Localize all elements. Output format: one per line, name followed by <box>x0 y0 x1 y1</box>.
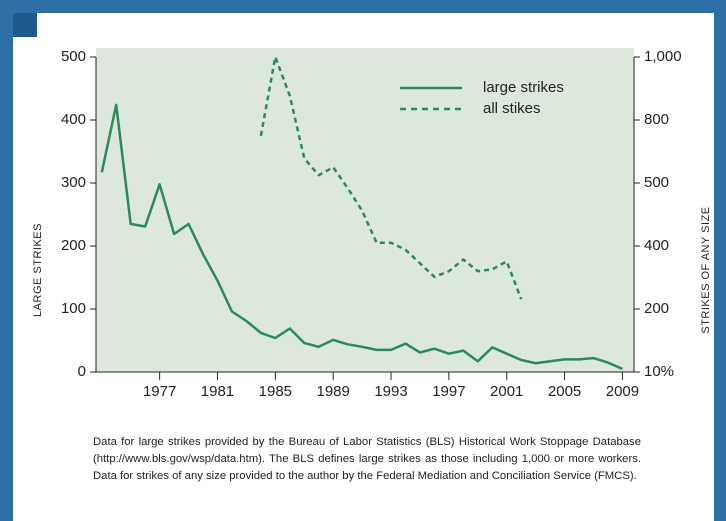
y-axis-label: LARGE STRIKES <box>32 223 44 317</box>
x-tick-label: 1985 <box>259 383 292 400</box>
x-tick-label: 1981 <box>201 383 234 400</box>
chart: LARGE STRIKES STRIKES OF ANY SIZE 0 100 20… <box>32 48 712 400</box>
y-tick-label: 300 <box>61 174 86 191</box>
y2-tick-label: 400 <box>644 237 669 254</box>
y2-tick-label: 10% <box>644 363 674 380</box>
corner-block <box>13 13 37 37</box>
x-tick-label: 2009 <box>606 383 639 400</box>
y-tick-label: 500 <box>61 48 86 65</box>
x-tick-label: 1993 <box>374 383 407 400</box>
x-tick-label: 1997 <box>432 383 465 400</box>
y-tick-label: 200 <box>61 237 86 254</box>
series-line <box>100 103 623 371</box>
series-line <box>259 55 523 300</box>
legend-label: all stikes <box>483 100 541 117</box>
y2-axis-label: STRIKES OF ANY SIZE <box>700 206 712 333</box>
source-note: Data for large strikes provided by the B… <box>93 436 641 482</box>
x-tick-label: 2005 <box>548 383 581 400</box>
x-tick-label: 2001 <box>490 383 523 400</box>
plot-background <box>96 48 634 372</box>
legend-label: large strikes <box>483 79 564 96</box>
y2-tick-label: 800 <box>644 111 669 128</box>
x-tick-label: 1989 <box>316 383 349 400</box>
y2-tick-label: 200 <box>644 300 669 317</box>
y2-tick-label: 500 <box>644 174 669 191</box>
y-tick-label: 100 <box>61 300 86 317</box>
y-tick-label: 400 <box>61 111 86 128</box>
x-tick-label: 1977 <box>143 383 176 400</box>
y2-tick-label: 1,000 <box>644 48 682 65</box>
y-tick-label: 0 <box>78 363 86 380</box>
